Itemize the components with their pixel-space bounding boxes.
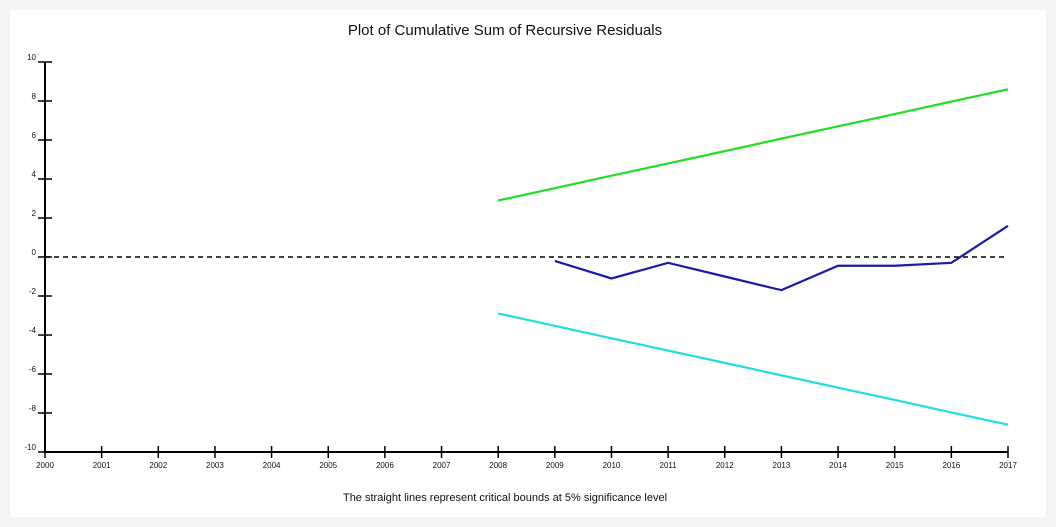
series-line — [497, 88, 1009, 202]
x-tick-label: 2011 — [660, 461, 678, 470]
footnote: The straight lines represent critical bo… — [343, 492, 667, 504]
x-tick-label: 2003 — [206, 461, 224, 470]
x-tick-label: 2005 — [319, 461, 337, 470]
y-tick-label: -2 — [29, 287, 37, 296]
y-tick-label: 6 — [32, 131, 37, 140]
x-tick-label: 2004 — [263, 461, 281, 470]
y-tick-label: 2 — [32, 209, 37, 218]
x-tick-label: 2001 — [93, 461, 111, 470]
y-tick-label: -4 — [29, 326, 37, 335]
x-tick-label: 2015 — [886, 461, 904, 470]
x-tick-label: 2000 — [36, 461, 54, 470]
x-tick-label: 2006 — [376, 461, 394, 470]
x-tick-label: 2010 — [603, 461, 621, 470]
series-line — [497, 312, 1009, 426]
x-tick-label: 2007 — [433, 461, 451, 470]
y-tick-label: 8 — [32, 92, 37, 101]
x-tick-label: 2017 — [999, 461, 1017, 470]
x-tick-label: 2016 — [942, 461, 960, 470]
x-tick-label: 2013 — [773, 461, 791, 470]
series-line — [554, 224, 1009, 292]
x-tick-label: 2009 — [546, 461, 564, 470]
y-tick-label: 0 — [32, 248, 37, 257]
x-tick-label: 2002 — [149, 461, 167, 470]
chart-title: Plot of Cumulative Sum of Recursive Resi… — [348, 22, 662, 39]
y-tick-label: 4 — [32, 170, 37, 179]
x-tick-label: 2012 — [716, 461, 734, 470]
y-tick-label: -6 — [29, 365, 37, 374]
panel — [10, 10, 1046, 517]
y-tick-label: 10 — [27, 53, 36, 62]
x-tick-label: 2008 — [489, 461, 507, 470]
x-tick-label: 2014 — [829, 461, 847, 470]
y-tick-label: -8 — [29, 404, 37, 413]
y-tick-label: -10 — [24, 443, 36, 452]
